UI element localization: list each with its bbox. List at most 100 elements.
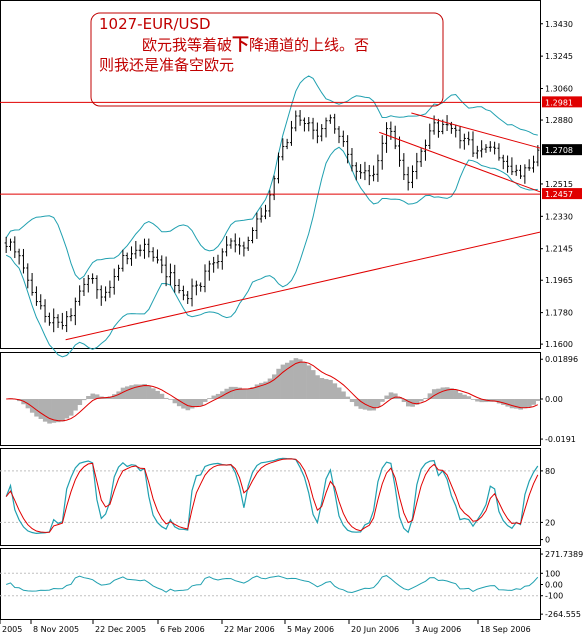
price-y-tick-label: 1.3060 (545, 85, 573, 94)
macd-histogram-bar (431, 389, 437, 399)
macd-histogram-bar (341, 391, 346, 399)
macd-histogram-bar (522, 399, 528, 409)
macd-histogram-bar (315, 375, 320, 399)
macd-histogram-bar (418, 399, 424, 402)
macd-histogram-bar (246, 388, 251, 399)
macd-histogram-bar (254, 384, 260, 399)
macd-histogram-bar (250, 387, 256, 399)
cci-y-tick-label: -264.555 (545, 610, 581, 619)
macd-histogram-bar (371, 399, 377, 411)
macd-histogram-bar (284, 362, 290, 399)
stoch-main-line (5, 457, 539, 535)
macd-histogram-bar (328, 379, 333, 399)
x-axis-tick-label: 2005 (2, 625, 22, 634)
macd-histogram-bar (60, 399, 65, 422)
price-candles (4, 110, 540, 333)
macd-histogram-bar (276, 368, 281, 399)
macd-indicator (6, 358, 541, 424)
macd-histogram-bar (176, 399, 182, 407)
macd-histogram-bar (475, 399, 480, 402)
bollinger-lower-band (5, 146, 538, 358)
stoch-panel-frame (0, 448, 541, 546)
annotation-line-1-pre: 欧元我等着破 (142, 36, 232, 54)
macd-histogram-bar (505, 399, 511, 407)
macd-histogram-bar (535, 399, 541, 401)
price-y-tick-label: 1.2330 (545, 212, 573, 221)
macd-histogram-bar (146, 385, 152, 399)
macd-histogram-bar (397, 397, 402, 399)
price-tag-labels: 1.2981 1.2708 1.2457 (542, 96, 582, 200)
macd-histogram-bar (496, 399, 502, 404)
macd-histogram-bar (81, 399, 87, 401)
macd-histogram-bar (531, 399, 536, 405)
macd-y-tick-label: 0.01896 (545, 355, 578, 364)
macd-y-tick-label: 0.00 (545, 395, 563, 404)
x-axis-tick-label: 3 Aug 2006 (415, 625, 461, 634)
macd-histogram-bar (185, 399, 191, 411)
price-y-tick-label: 1.3430 (545, 20, 573, 29)
annotation-box (90, 12, 444, 107)
macd-histogram-bar (29, 399, 35, 413)
macd-histogram-bar (388, 392, 394, 399)
annotation-line-2: 则我还是准备空欧元 (99, 56, 234, 74)
macd-histogram-bar (440, 387, 446, 399)
macd-histogram-bar (150, 388, 156, 399)
macd-histogram-bar (133, 384, 139, 399)
price-panel-frame (0, 0, 541, 349)
stoch-y-tick-label: 80 (545, 467, 555, 476)
annotation-title: 1027-EUR/USD (99, 15, 211, 33)
support-resistance-lines (0, 101, 541, 341)
annotation-note: 1027-EUR/USD 欧元我等着破下降通道的上线。否 则我还是准备空欧元 (90, 12, 444, 107)
stoch-signal-line (5, 458, 539, 533)
macd-histogram-bar (367, 399, 372, 411)
stochastic-indicator (0, 457, 540, 535)
macd-histogram-bar (380, 399, 385, 402)
y-axis-labels: 1.3430 1.3245 1.3060 1.2880 1.2515 1.2330 1.21… (540, 20, 583, 619)
macd-histogram-bar (501, 399, 506, 405)
macd-histogram-bar (94, 394, 100, 399)
macd-histogram-bar (518, 399, 524, 410)
macd-histogram-bar (211, 395, 217, 399)
macd-histogram-bar (198, 399, 204, 406)
macd-histogram-bar (68, 399, 74, 416)
macd-histogram-bar (375, 399, 381, 408)
annotation-line-1-post: 降通道的上线。否 (249, 36, 369, 54)
macd-histogram-bar (302, 362, 307, 399)
macd-histogram-bar (241, 388, 247, 399)
macd-histogram-bar (215, 393, 221, 399)
price-y-tick-label: 1.1600 (545, 340, 573, 349)
cci-y-tick-label: 271.7389 (545, 550, 583, 559)
macd-histogram-bar (470, 399, 476, 400)
x-axis-tick-label: 8 Nov 2005 (33, 625, 79, 634)
cci-y-tick-label: 0.00 (545, 581, 563, 590)
macd-histogram-bar (77, 399, 83, 406)
macd-histogram-bar (354, 399, 359, 407)
stoch-y-tick-label: 20 (545, 518, 555, 527)
price-tag-background (542, 144, 582, 156)
x-axis-tick-label: 22 Mar 2006 (224, 625, 275, 634)
macd-histogram-bar (509, 399, 515, 409)
macd-histogram-bar (202, 399, 208, 402)
macd-histogram-bar (280, 364, 286, 399)
macd-histogram-bar (207, 398, 212, 399)
macd-histogram-bar (444, 387, 450, 399)
x-axis-tick-label: 22 Dec 2005 (95, 625, 146, 634)
macd-histogram-bar (332, 383, 338, 399)
macd-histogram-bar (47, 399, 52, 424)
macd-histogram-bar (449, 388, 454, 399)
macd-histogram-bar (427, 393, 433, 399)
macd-histogram-bar (492, 399, 498, 402)
trend-line (65, 231, 541, 341)
macd-histogram-bar (527, 399, 532, 407)
bollinger-bands (5, 75, 538, 358)
macd-histogram-bar (237, 387, 243, 399)
macd-histogram-bar (38, 399, 44, 419)
macd-histogram-bar (228, 386, 234, 399)
price-tag-background (542, 188, 582, 200)
x-axis-tick-label: 6 Feb 2006 (160, 625, 205, 634)
x-axis-tick-label: 20 Jun 2006 (351, 625, 399, 634)
price-y-tick-label: 1.2515 (545, 180, 573, 189)
macd-histogram-bar (393, 393, 398, 399)
macd-histogram-bar (172, 399, 178, 404)
macd-histogram-bar (116, 391, 122, 399)
